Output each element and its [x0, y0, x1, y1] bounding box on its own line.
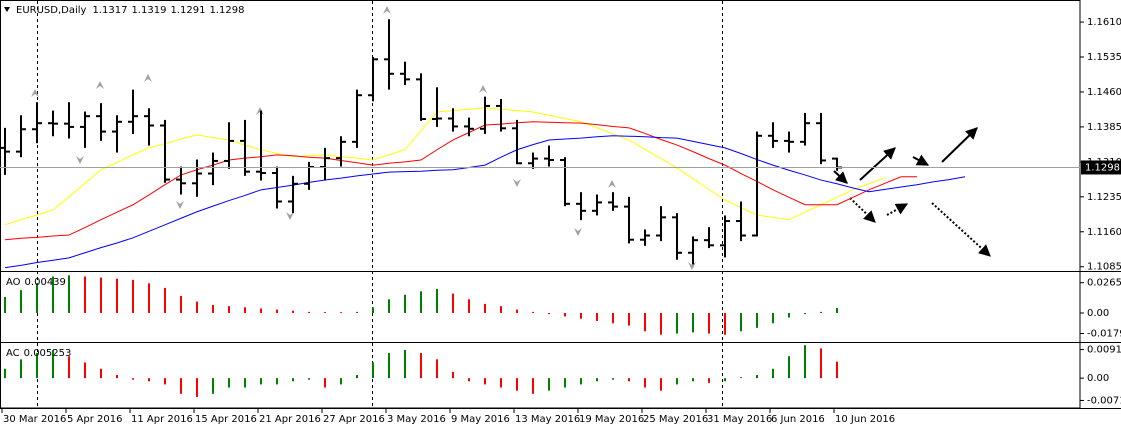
forecast-arrow — [941, 127, 978, 163]
x-tick-label: 25 May 2016 — [643, 414, 708, 425]
x-tick-label: 31 May 2016 — [707, 414, 772, 425]
high-value: 1.1319 — [131, 5, 166, 16]
forecast-arrow — [833, 170, 848, 184]
fractal-down — [76, 156, 84, 164]
y-tick-label: 0.00 — [1087, 308, 1109, 319]
forecast-arrow — [912, 154, 930, 166]
fractal-up — [31, 89, 39, 97]
x-tick-label: 21 Apr 2016 — [259, 414, 321, 425]
y-tick-label: 1.1385 — [1087, 122, 1121, 133]
indicator-value: 0.005253 — [24, 348, 72, 359]
fractal-up — [383, 6, 391, 14]
x-tick-label: 10 Jun 2016 — [835, 414, 895, 425]
moving-average-line — [4, 135, 966, 269]
pane-title: AO 0.00439 — [6, 277, 66, 288]
indicator-value: 0.00439 — [25, 277, 66, 288]
moving-average-line — [4, 121, 917, 241]
x-tick-label: 9 May 2016 — [451, 414, 510, 425]
y-tick-label: -0.00711 — [1087, 395, 1121, 406]
y-tick-label: 0.00911 — [1087, 345, 1121, 356]
y-tick-label: 1.1085 — [1087, 262, 1121, 273]
current-price-label: 1.1298 — [1085, 162, 1120, 173]
forecast-arrows — [833, 127, 991, 257]
indicator-name: AC — [6, 348, 20, 359]
y-tick-label: 1.1535 — [1087, 52, 1121, 63]
collapse-icon[interactable] — [4, 7, 10, 12]
fractal-markers — [31, 6, 696, 270]
forecast-arrow — [859, 147, 896, 181]
forecast-arrow — [931, 202, 991, 257]
fractal-down — [176, 201, 184, 209]
fractal-up — [96, 81, 104, 89]
moving-average-line — [4, 107, 886, 226]
current-price-box — [1081, 160, 1121, 175]
x-tick-label: 27 Apr 2016 — [323, 414, 385, 425]
open-value: 1.1317 — [92, 5, 127, 16]
x-tick-label: 30 Mar 2016 — [3, 414, 66, 425]
fractal-up — [144, 74, 152, 82]
indicator-name: AO — [6, 277, 21, 288]
y-tick-label: 1.1460 — [1087, 87, 1121, 98]
pane-title: AC 0.005253 — [6, 348, 71, 359]
y-tick-label: -0.01794 — [1087, 329, 1121, 340]
y-tick-label: 1.1160 — [1087, 227, 1121, 238]
fractal-down — [513, 179, 521, 187]
symbol-title: EURUSD,Daily — [16, 5, 87, 16]
x-tick-label: 19 May 2016 — [579, 414, 644, 425]
x-tick-label: 11 Apr 2016 — [131, 414, 193, 425]
y-tick-label: 1.1235 — [1087, 192, 1121, 203]
forecast-arrow — [849, 197, 876, 223]
y-tick-label: 0.02655 — [1087, 278, 1121, 289]
chart-header: EURUSD,Daily 1.1317 1.1319 1.1291 1.1298 — [16, 5, 244, 16]
y-tick-label: 0.00 — [1087, 373, 1109, 384]
x-tick-label: 6 Jun 2016 — [771, 414, 825, 425]
x-tick-label: 3 May 2016 — [387, 414, 446, 425]
y-tick-label: 1.1610 — [1087, 17, 1121, 28]
fractal-down — [286, 212, 294, 220]
x-tick-label: 13 May 2016 — [515, 414, 580, 425]
x-tick-label: 5 Apr 2016 — [67, 414, 122, 425]
x-tick-label: 15 Apr 2016 — [195, 414, 257, 425]
fractal-down — [574, 228, 582, 236]
fractal-up — [479, 85, 487, 93]
low-value: 1.1291 — [170, 5, 205, 16]
frame — [0, 0, 1121, 409]
fractal-up — [608, 180, 616, 188]
close-value: 1.1298 — [209, 5, 244, 16]
